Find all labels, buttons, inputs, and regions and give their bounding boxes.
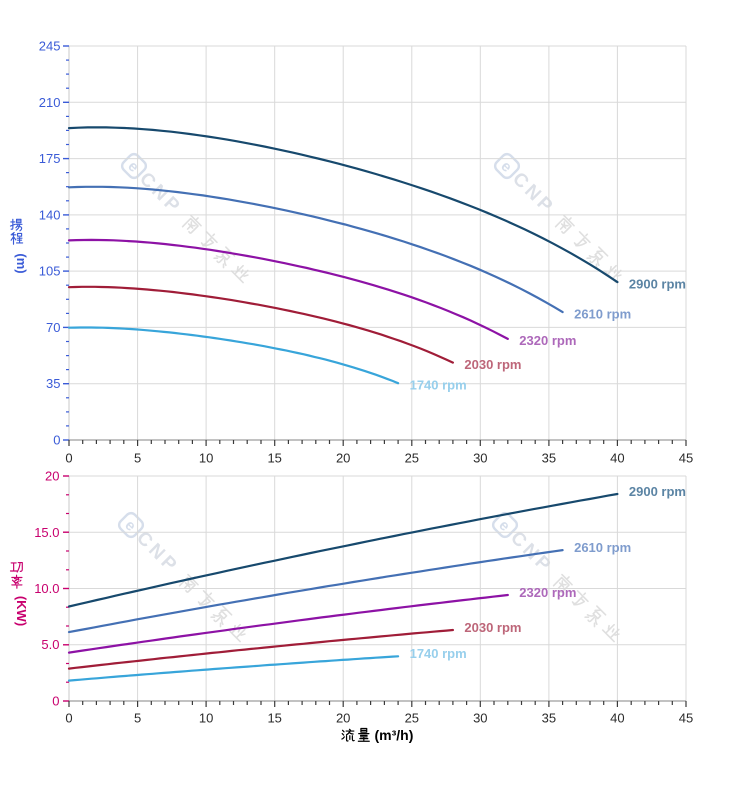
svg-text:2610 rpm: 2610 rpm [574,540,631,555]
svg-text:10: 10 [199,711,213,726]
svg-text:0: 0 [52,694,59,709]
svg-text:45: 45 [679,711,693,726]
svg-text:0: 0 [53,433,60,448]
svg-text:2900 rpm: 2900 rpm [629,484,686,499]
svg-text:1740 rpm: 1740 rpm [410,377,467,392]
svg-text:(KW): (KW) [14,596,29,626]
svg-text:20: 20 [45,469,59,484]
svg-text:30: 30 [473,451,487,466]
svg-text:5.0: 5.0 [41,637,59,652]
svg-text:15: 15 [267,711,281,726]
svg-text:40: 40 [610,711,624,726]
svg-text:35: 35 [542,451,556,466]
svg-text:35: 35 [542,711,556,726]
svg-text:5: 5 [134,711,141,726]
svg-text:105: 105 [39,264,61,279]
svg-text:70: 70 [46,320,60,335]
svg-text:140: 140 [39,207,61,222]
svg-text:15.0: 15.0 [34,525,59,540]
svg-text:10.0: 10.0 [34,581,59,596]
svg-text:245: 245 [39,39,61,54]
svg-text:2030 rpm: 2030 rpm [464,357,521,372]
svg-text:10: 10 [199,451,213,466]
svg-text:0: 0 [65,711,72,726]
svg-text:20: 20 [336,451,350,466]
svg-text:15: 15 [267,451,281,466]
svg-text:2900 rpm: 2900 rpm [629,276,686,291]
svg-text:5: 5 [134,451,141,466]
svg-text:2320 rpm: 2320 rpm [519,333,576,348]
svg-text:20: 20 [336,711,350,726]
svg-text:2030 rpm: 2030 rpm [464,620,521,635]
svg-text:2610 rpm: 2610 rpm [574,306,631,321]
svg-text:30: 30 [473,711,487,726]
svg-text:(m³/h): (m³/h) [375,727,414,743]
svg-text:175: 175 [39,151,61,166]
svg-text:45: 45 [679,451,693,466]
svg-text:25: 25 [405,451,419,466]
svg-text:1740 rpm: 1740 rpm [410,646,467,661]
svg-text:210: 210 [39,95,61,110]
svg-text:40: 40 [610,451,624,466]
svg-text:2320 rpm: 2320 rpm [519,585,576,600]
svg-text:25: 25 [405,711,419,726]
svg-text:0: 0 [65,451,72,466]
svg-text:(m): (m) [14,253,29,273]
svg-text:35: 35 [46,376,60,391]
